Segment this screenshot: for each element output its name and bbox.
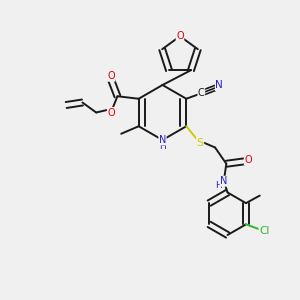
Text: O: O: [244, 155, 252, 165]
Text: N: N: [159, 135, 166, 145]
Text: O: O: [176, 31, 184, 41]
Text: O: O: [107, 107, 115, 118]
Text: Cl: Cl: [259, 226, 269, 236]
Text: N: N: [215, 80, 223, 91]
Text: O: O: [107, 71, 115, 81]
Text: C: C: [198, 88, 205, 98]
Text: H: H: [215, 181, 222, 190]
Text: N: N: [220, 176, 227, 186]
Text: S: S: [196, 137, 204, 148]
Text: H: H: [159, 142, 166, 151]
